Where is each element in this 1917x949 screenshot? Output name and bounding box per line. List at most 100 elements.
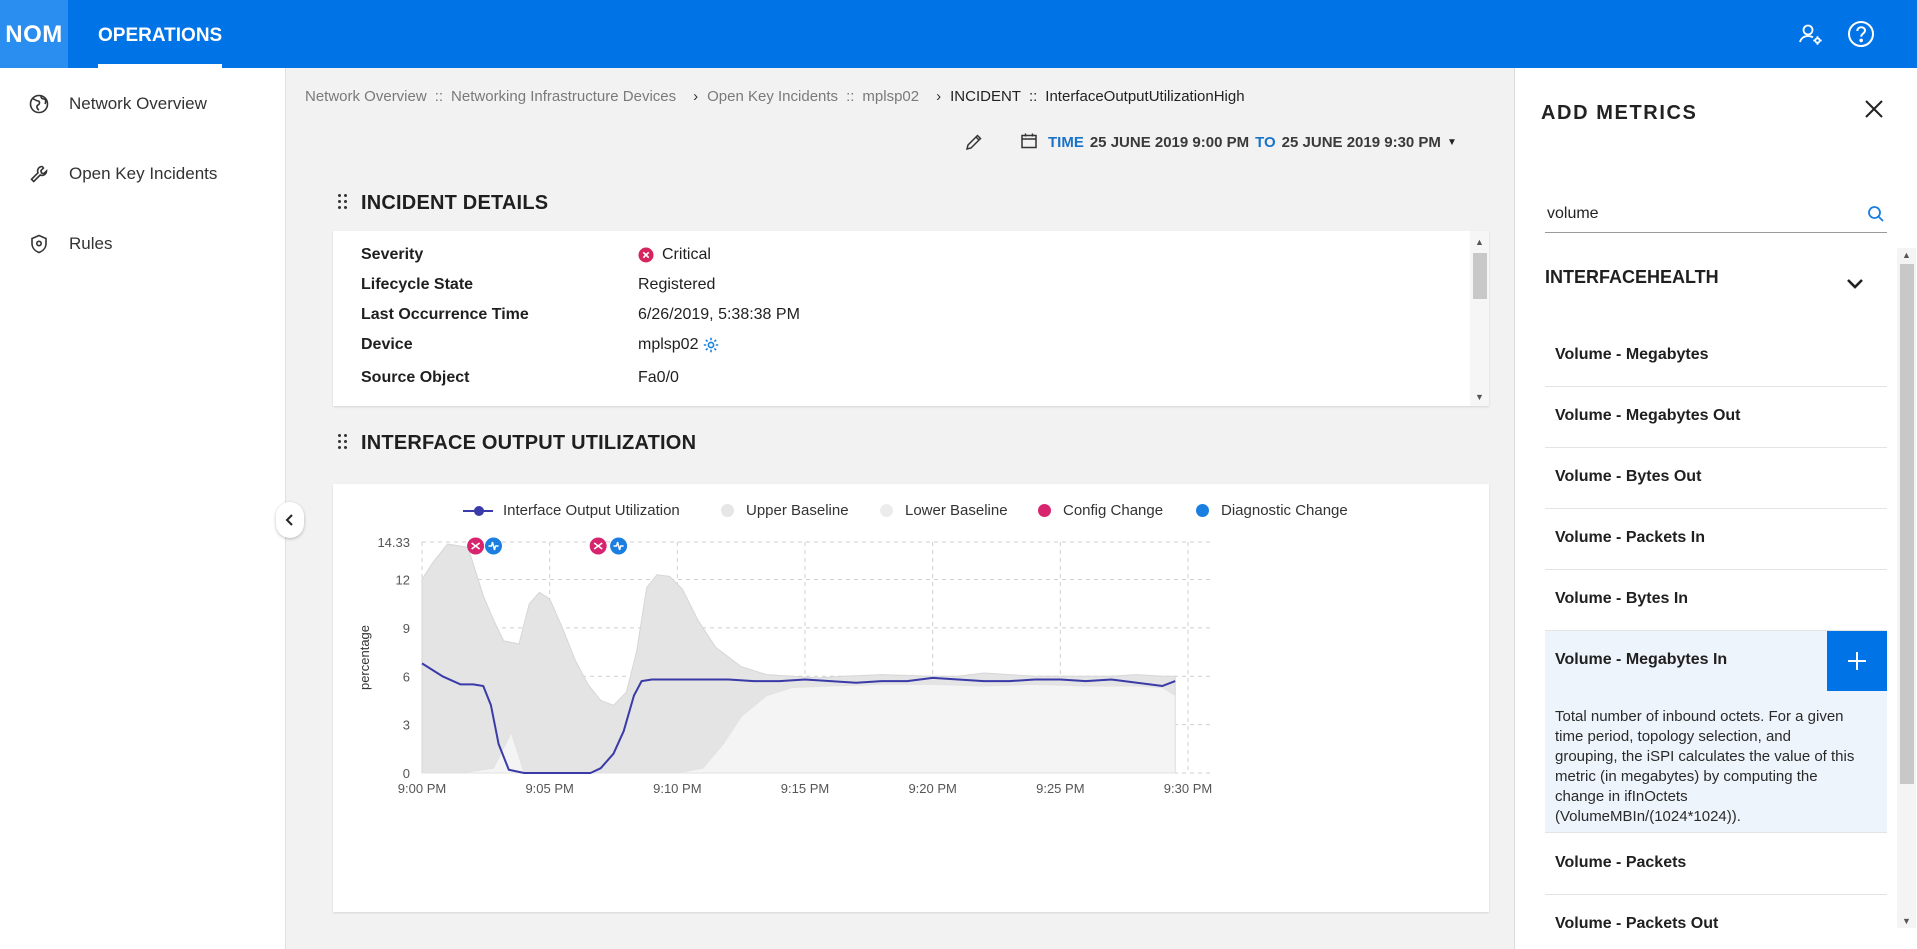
metric-item-label: Volume - Packets Out [1555,915,1719,932]
add-metric-button[interactable] [1827,631,1887,691]
tab-operations-label: OPERATIONS [98,25,223,46]
sidebar-item-open-key-incidents[interactable]: Open Key Incidents [28,159,217,189]
x-tick-label: 9:20 PM [908,781,956,796]
wrench-icon [28,163,50,185]
breadcrumb-item[interactable]: mplsp02 [862,88,920,105]
scroll-up-icon[interactable]: ▲ [1902,250,1911,260]
sidebar-item-rules[interactable]: Rules [28,229,112,259]
caret-down-icon: ▼ [1446,136,1457,148]
metric-item-label: Volume - Bytes In [1555,590,1689,607]
legend-item[interactable]: Config Change [1038,502,1163,519]
drag-handle-icon[interactable] [338,434,350,454]
detail-key: Last Occurrence Time [361,306,529,323]
detail-value-wrap: Critical [638,244,711,266]
legend-swatch [1038,504,1051,517]
metric-item-label: Volume - Packets [1555,854,1687,871]
x-tick-label: 9:30 PM [1164,781,1212,796]
chart-section-title: INTERFACE OUTPUT UTILIZATION [361,432,697,454]
legend-item[interactable]: Upper Baseline [721,502,849,519]
sidebar-item-label: Rules [69,234,113,253]
metric-item-label: Volume - Packets In [1555,529,1705,546]
shuffle-icon [471,542,481,550]
calendar-icon [1020,132,1040,152]
legend-item[interactable]: Diagnostic Change [1196,502,1348,519]
metric-item[interactable]: Volume - Bytes Out [1545,448,1887,509]
metric-item[interactable]: Volume - Megabytes [1545,326,1887,387]
detail-value[interactable]: mplsp02 [638,336,699,353]
metric-item[interactable]: Volume - Packets In [1545,509,1887,570]
y-tick-label: 0 [403,766,410,781]
top-bar: NOM OPERATIONS [0,0,1917,68]
breadcrumb-separator: :: [846,88,855,105]
drag-handle-icon[interactable] [338,194,350,214]
plus-icon [1848,652,1866,670]
scroll-down-icon[interactable]: ▼ [1475,392,1484,402]
legend-item[interactable]: Interface Output Utilization [463,502,680,519]
metrics-search-input[interactable]: volume [1545,199,1887,233]
user-settings-icon[interactable] [1796,19,1826,49]
app-logo[interactable]: NOM [0,0,68,68]
y-tick-label: 9 [403,621,410,636]
legend-swatch [721,504,734,517]
breadcrumb-item[interactable]: Network Overview [305,88,427,105]
metric-item-label: Volume - Megabytes In [1555,651,1728,668]
search-icon[interactable] [1867,205,1885,223]
breadcrumb-current: InterfaceOutputUtilizationHigh [1045,88,1245,105]
legend-label: Upper Baseline [746,502,849,519]
collapse-sidebar-button[interactable] [276,502,304,538]
legend-label: Config Change [1063,502,1164,519]
metric-description: Total number of inbound octets. For a gi… [1555,708,1855,825]
x-tick-label: 9:25 PM [1036,781,1084,796]
time-range-selector[interactable]: TIME 25 JUNE 2019 9:00 PM TO 25 JUNE 201… [1020,130,1457,154]
search-value: volume [1547,205,1599,222]
utilization-chart[interactable]: 14.33 12 9 6 3 09:00 PM 9:05 PM 9:10 PM 9:15 PM 9… [333,484,1489,912]
breadcrumb-separator: :: [434,88,444,105]
metric-item[interactable]: Volume - Bytes In [1545,570,1887,631]
metric-item[interactable]: Volume - Packets [1545,834,1887,895]
breadcrumb-current-prefix: INCIDENT [950,88,1021,105]
device-gear-icon[interactable] [702,336,720,354]
chevron-right-icon: › [693,88,699,105]
details-scrollbar[interactable]: ▲ ▼ [1470,231,1489,406]
edit-icon[interactable] [964,132,986,154]
help-icon[interactable] [1846,19,1876,49]
legend-label: Diagnostic Change [1221,502,1348,519]
detail-key: Lifecycle State [361,276,474,293]
metric-item[interactable]: Volume - Packets Out [1545,895,1887,949]
metric-item-selected[interactable]: Volume - Megabytes In Total number of in… [1545,631,1887,833]
breadcrumb: Network Overview:: Networking Infrastruct… [305,88,1245,105]
scrollbar-thumb[interactable] [1900,264,1914,784]
metrics-scrollbar[interactable]: ▲ ▼ [1897,248,1916,928]
detail-key: Severity [361,246,424,263]
close-icon[interactable] [1861,96,1887,122]
metric-item-label: Volume - Megabytes [1555,346,1709,363]
sidebar-item-network-overview[interactable]: Network Overview [28,89,207,119]
add-metrics-panel: ADD METRICS volume INTERFACEHEALTH Volum… [1514,68,1917,949]
metric-item[interactable]: Volume - Megabytes Out [1545,387,1887,448]
detail-value: Critical [662,246,711,263]
detail-value: Registered [638,276,716,293]
x-tick-label: 9:15 PM [781,781,829,796]
legend-swatch [1196,504,1209,517]
legend-item[interactable]: Lower Baseline [880,502,1008,519]
incident-details-card: Severity Critical Lifecycle State Regist… [333,231,1489,406]
globe-icon [28,93,50,115]
chart-card: Interface Output Utilization Upper Basel… [333,484,1489,912]
scroll-up-icon[interactable]: ▲ [1475,237,1484,247]
breadcrumb-item[interactable]: Networking Infrastructure Devices [451,88,677,105]
pulse-icon [488,541,499,551]
scrollbar-thumb[interactable] [1473,253,1487,299]
sidebar-item-label: Network Overview [69,94,207,113]
add-metrics-title: ADD METRICS [1541,102,1698,124]
metric-item-label: Volume - Megabytes Out [1555,407,1741,424]
detail-value: Fa0/0 [638,369,679,386]
breadcrumb-item[interactable]: Open Key Incidents [707,88,839,105]
metric-group-header[interactable]: INTERFACEHEALTH [1545,267,1865,307]
sidebar-item-label: Open Key Incidents [69,164,218,183]
scroll-down-icon[interactable]: ▼ [1902,916,1911,926]
tab-operations[interactable]: OPERATIONS [98,0,223,68]
time-from: 25 JUNE 2019 9:00 PM [1089,133,1250,151]
critical-icon [638,247,654,263]
x-tick-label: 9:00 PM [398,781,446,796]
active-tab-indicator [98,64,223,68]
